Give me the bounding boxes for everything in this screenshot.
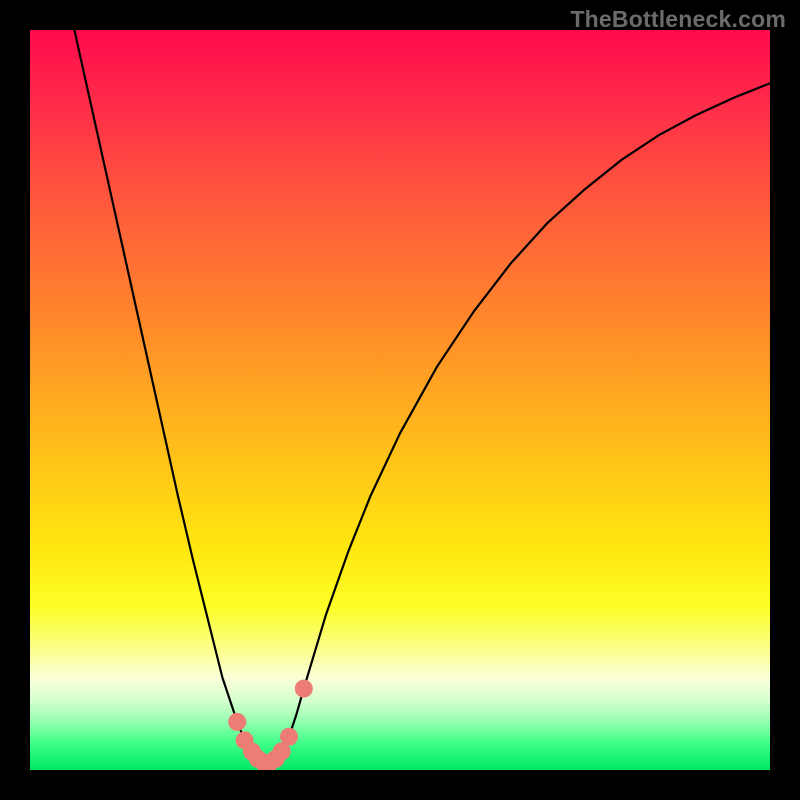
watermark-text: TheBottleneck.com <box>570 6 786 33</box>
heat-gradient-background <box>30 30 770 770</box>
plot-area <box>30 30 770 770</box>
chart-container: TheBottleneck.com <box>0 0 800 800</box>
